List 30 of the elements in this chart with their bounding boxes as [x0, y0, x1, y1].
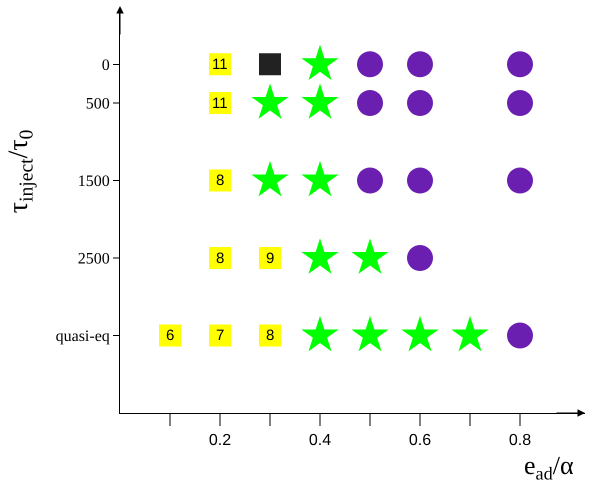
- point: [507, 322, 533, 348]
- annotation: 8: [216, 250, 224, 267]
- point: [407, 51, 433, 78]
- annotation: 8: [216, 172, 224, 189]
- x-axis-title: e$_{ad}$/α: [524, 451, 574, 484]
- point: [507, 90, 533, 116]
- annotation: 11: [212, 95, 228, 112]
- x-tick-label: 0.2: [208, 432, 232, 450]
- point: [357, 90, 383, 116]
- x-tick-label: 0.8: [508, 432, 532, 450]
- point: [407, 168, 433, 194]
- point: [259, 53, 281, 76]
- annotation: 7: [216, 327, 224, 344]
- point: [507, 168, 533, 194]
- point: [507, 51, 533, 78]
- point: [407, 90, 433, 116]
- annotation: 11: [212, 56, 228, 73]
- y-tick-label: quasi-eq: [56, 328, 110, 346]
- annotation: 9: [266, 250, 274, 267]
- point: [357, 168, 383, 194]
- annotation: 6: [166, 327, 174, 344]
- annotation: 8: [266, 327, 274, 344]
- x-tick-label: 0.4: [308, 432, 332, 450]
- y-tick-label: 0: [102, 56, 110, 74]
- y-tick-label: 500: [86, 96, 110, 113]
- y-tick-label: 2500: [78, 250, 110, 268]
- point: [357, 51, 383, 78]
- y-tick-label: 1500: [78, 173, 110, 190]
- point: [407, 245, 433, 271]
- x-tick-label: 0.6: [408, 432, 432, 450]
